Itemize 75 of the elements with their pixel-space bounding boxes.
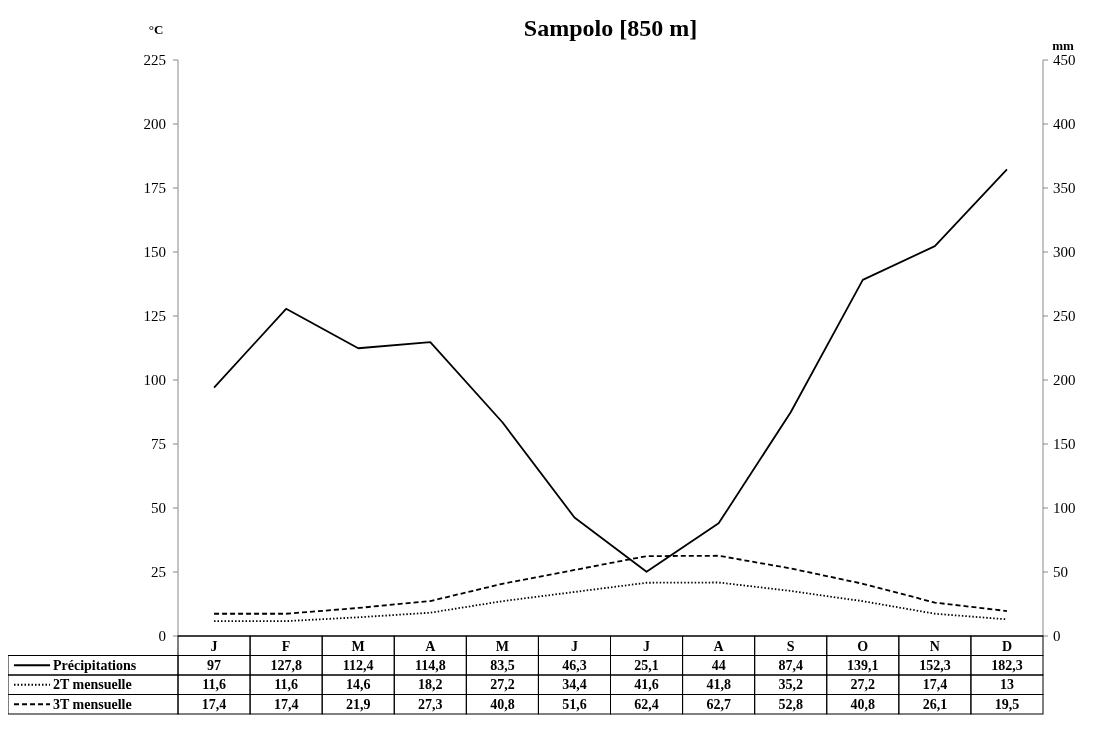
data-label: 62,7 <box>706 696 731 712</box>
data-label: 41,8 <box>706 677 731 692</box>
y-tick-label: 225 <box>143 52 166 68</box>
data-label: 35,2 <box>778 677 803 692</box>
x-tick-label: M <box>351 639 365 654</box>
data-label: 11,6 <box>274 677 298 692</box>
data-label: 152,3 <box>919 657 951 673</box>
y2-tick-label: 0 <box>1053 628 1061 644</box>
y2-tick-label: 250 <box>1053 308 1076 324</box>
y-tick-label: 125 <box>143 308 166 324</box>
data-label: 18,2 <box>418 677 443 692</box>
data-label: 25,1 <box>634 657 659 673</box>
x-tick-label: J <box>643 639 651 654</box>
y2-axis-title: mm <box>1052 38 1074 53</box>
data-label: 13 <box>999 677 1014 692</box>
data-label: 17,4 <box>922 677 948 692</box>
data-label: 26,1 <box>922 696 948 712</box>
data-label: 14,6 <box>345 677 371 692</box>
y-tick-label: 150 <box>143 244 166 260</box>
data-label: 17,4 <box>273 696 299 712</box>
data-label: 40,8 <box>850 696 876 712</box>
data-label: 17,4 <box>201 696 227 712</box>
y-tick-label: 0 <box>158 628 166 644</box>
y-tick-label: 50 <box>151 500 166 516</box>
x-tick-label: O <box>857 639 869 654</box>
y-tick-label: 75 <box>151 436 166 452</box>
data-label: 83,5 <box>490 657 515 673</box>
y-axis-title: °C <box>148 22 164 37</box>
legend-label: Précipitations <box>53 657 137 673</box>
data-label: 112,4 <box>342 657 374 673</box>
y2-tick-label: 400 <box>1053 116 1076 132</box>
line-series <box>213 581 1008 623</box>
y2-tick-label: 300 <box>1053 244 1076 260</box>
y2-tick-label: 200 <box>1053 372 1076 388</box>
data-label: 46,3 <box>562 657 587 673</box>
y-tick-label: 200 <box>143 116 166 132</box>
data-label: 11,6 <box>202 677 226 692</box>
x-tick-label: A <box>425 639 437 654</box>
legend-label: 2T mensuelle <box>53 677 132 692</box>
data-label: 19,5 <box>994 696 1020 712</box>
y2-tick-label: 450 <box>1053 52 1076 68</box>
y2-tick-label: 350 <box>1053 180 1076 196</box>
chart-title: Sampolo [850 m] <box>523 15 698 41</box>
y2-tick-label: 50 <box>1053 564 1068 580</box>
data-label: 27,2 <box>490 677 515 692</box>
x-tick-label: M <box>495 639 509 654</box>
data-label: 27,3 <box>418 696 443 712</box>
data-label: 21,9 <box>345 696 371 712</box>
data-label: 62,4 <box>634 696 659 712</box>
y-tick-label: 175 <box>143 180 166 196</box>
x-tick-label: A <box>713 639 725 654</box>
x-tick-label: F <box>281 639 291 654</box>
x-tick-label: S <box>786 639 795 654</box>
data-label: 40,8 <box>490 696 515 712</box>
data-label: 139,1 <box>847 657 879 673</box>
data-label: 52,8 <box>778 696 803 712</box>
data-label: 114,8 <box>414 657 446 673</box>
data-label: 27,2 <box>850 677 876 692</box>
y2-tick-label: 100 <box>1053 500 1076 516</box>
data-label: 51,6 <box>562 696 587 712</box>
y-tick-label: 25 <box>151 564 166 580</box>
data-label: 127,8 <box>270 657 302 673</box>
data-label: 97 <box>207 657 222 673</box>
x-tick-label: J <box>210 639 218 654</box>
x-tick-label: J <box>570 639 578 654</box>
data-label: 182,3 <box>991 657 1023 673</box>
data-label: 34,4 <box>562 677 587 692</box>
data-label: 44 <box>711 657 726 673</box>
data-label: 87,4 <box>778 657 803 673</box>
y2-tick-label: 150 <box>1053 436 1076 452</box>
legend-label: 3T mensuelle <box>53 696 132 712</box>
x-tick-label: N <box>929 639 940 654</box>
data-label: 41,6 <box>634 677 659 692</box>
y-tick-label: 100 <box>143 372 166 388</box>
x-tick-label: D <box>1001 639 1013 654</box>
